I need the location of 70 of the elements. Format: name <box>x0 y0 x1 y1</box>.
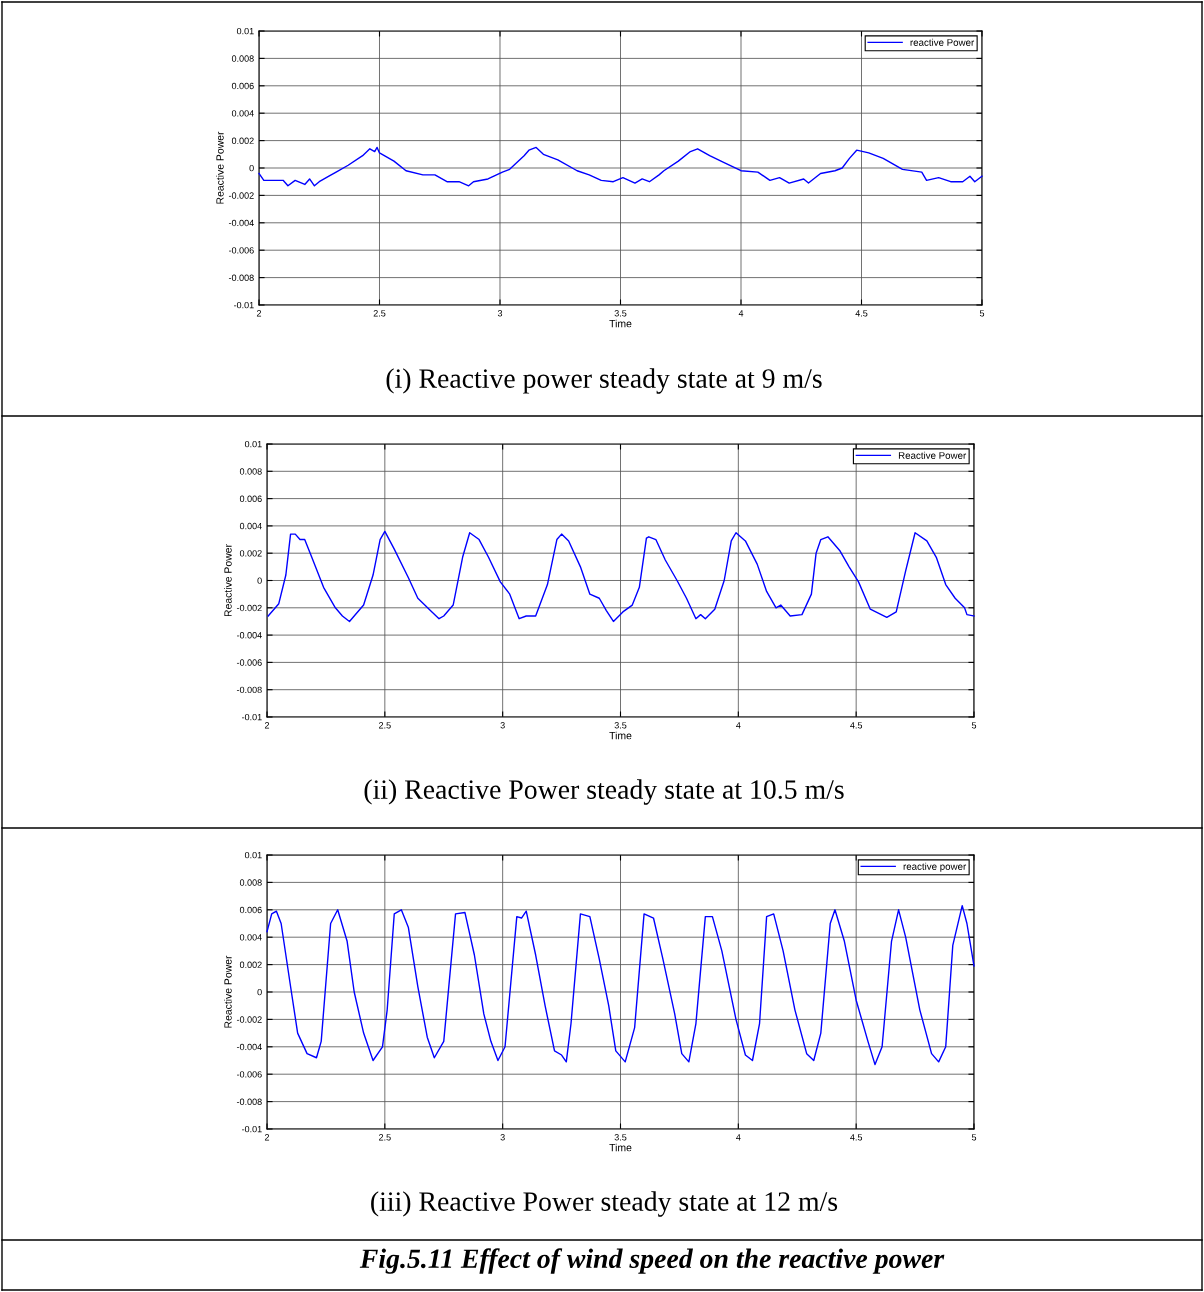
y-tick-label: 0.004 <box>239 522 262 530</box>
x-tick-label: 2 <box>256 310 262 317</box>
y-tick-label: 0.006 <box>239 495 262 502</box>
y-tick-label: 0 <box>249 164 254 172</box>
y-axis-title: Reactive Power <box>216 131 224 204</box>
y-tick-label: 0.008 <box>231 55 254 62</box>
y-tick-label: 0 <box>257 577 262 584</box>
x-tick-label: 4.5 <box>850 1134 863 1141</box>
text: (ii) Reactive Power steady state at 10.5 m/s <box>364 779 844 805</box>
y-axis-title: Reactive Power <box>224 544 232 617</box>
y-tick-label: 0.006 <box>231 82 254 90</box>
y-tick-label: -0.008 <box>236 1098 262 1105</box>
line-series <box>267 530 975 623</box>
y-tick-label: 0.002 <box>231 137 254 144</box>
y-tick-label: -0.004 <box>228 219 254 227</box>
y-tick-label: 0.004 <box>239 934 262 941</box>
y-tick-label: -0.01 <box>241 713 262 721</box>
y-tick-label: -0.01 <box>241 1125 262 1133</box>
x-axis-title: Time <box>609 1143 632 1152</box>
y-tick-label: 0.002 <box>239 550 262 557</box>
x-tick-label: 2 <box>264 722 270 729</box>
x-tick-label: 5 <box>971 1134 977 1141</box>
x-tick-label: 3 <box>497 310 503 317</box>
x-tick-label: 2.5 <box>379 722 391 729</box>
y-tick-label: -0.006 <box>236 659 262 666</box>
line-series <box>266 904 975 1066</box>
y-tick-label: 0.008 <box>239 879 262 886</box>
x-axis-title: Time <box>609 319 632 328</box>
y-tick-label: -0.002 <box>236 604 262 612</box>
y-tick-label: 0.006 <box>239 906 262 914</box>
x-tick-label: 2.5 <box>373 310 386 317</box>
x-tick-label: 3 <box>500 722 505 729</box>
legend-label: Reactive Power <box>898 451 967 459</box>
y-tick-label: -0.006 <box>228 247 254 254</box>
y-tick-label: 0.01 <box>244 440 262 448</box>
x-tick-label: 3.5 <box>614 310 627 317</box>
y-tick-label: 0 <box>257 988 262 996</box>
y-tick-label: 0.002 <box>239 961 262 968</box>
x-tick-label: 2 <box>264 1134 270 1141</box>
legend-label: reactive Power <box>910 38 975 46</box>
y-tick-label: 0.01 <box>236 27 254 35</box>
y-tick-label: -0.006 <box>236 1071 262 1078</box>
x-axis-title: Time <box>609 731 632 740</box>
x-tick-label: 3.5 <box>614 1134 627 1141</box>
y-tick-label: -0.002 <box>236 1016 262 1023</box>
y-tick-label: 0.01 <box>244 851 262 859</box>
y-tick-label: 0.004 <box>231 110 254 117</box>
y-tick-label: -0.008 <box>236 686 262 694</box>
y-tick-label: -0.004 <box>236 1043 262 1051</box>
y-tick-label: -0.01 <box>233 301 254 309</box>
x-tick-label: 4 <box>736 722 741 729</box>
x-tick-label: 4 <box>736 1134 741 1141</box>
x-tick-label: 5 <box>971 722 977 729</box>
x-tick-label: 3 <box>500 1134 505 1141</box>
text: (iii) Reactive Power steady state at 12 m/s <box>371 1191 838 1217</box>
y-axis-title: Reactive Power <box>224 955 232 1028</box>
line-series <box>258 146 983 187</box>
y-tick-label: -0.002 <box>228 192 254 199</box>
x-tick-label: 2.5 <box>379 1134 391 1141</box>
x-tick-label: 4.5 <box>855 310 868 317</box>
x-tick-label: 4.5 <box>850 722 863 729</box>
x-tick-label: 3.5 <box>614 722 627 729</box>
y-tick-label: -0.008 <box>228 274 254 281</box>
caption: Fig.5.11 Effect of wind speed on the reactive power <box>359 1248 945 1274</box>
y-tick-label: -0.004 <box>236 632 262 639</box>
y-tick-label: 0.008 <box>239 468 262 475</box>
text: (i) Reactive power steady state at 9 m/s <box>386 368 822 394</box>
x-tick-label: 5 <box>979 310 985 317</box>
x-tick-label: 4 <box>738 310 744 317</box>
legend-label: reactive power <box>903 862 967 872</box>
